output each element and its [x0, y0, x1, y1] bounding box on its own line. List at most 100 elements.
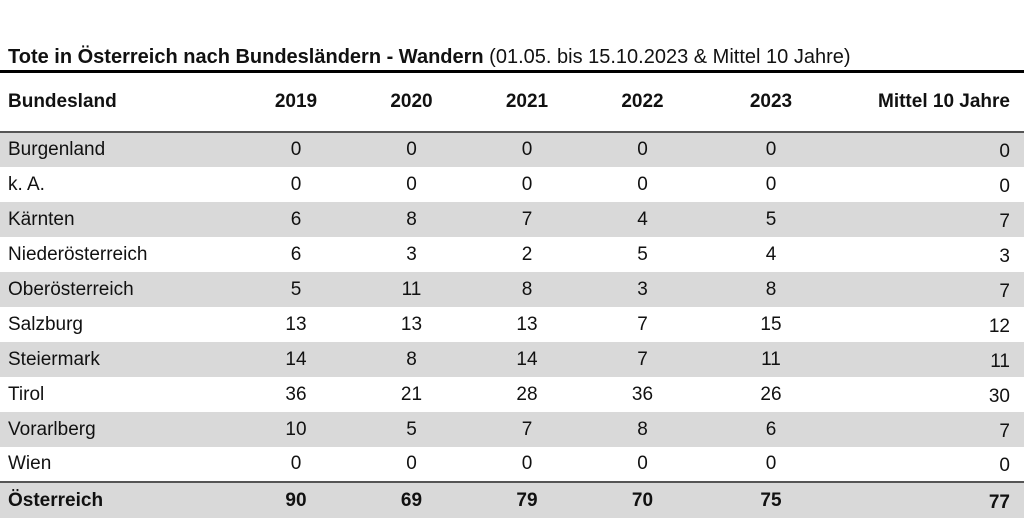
total-cell-mittel: 77: [988, 492, 1010, 513]
cell-2019: 36: [285, 383, 307, 405]
cell-2023: 0: [765, 173, 777, 195]
cell-2020: 13: [400, 313, 423, 335]
cell-2022: 0: [637, 453, 648, 474]
cell-2021: 0: [521, 453, 533, 474]
table-row-oberoesterreich: Oberösterreich 5 11 8 3 8 7: [0, 272, 1024, 307]
cell-2023: 6: [765, 418, 777, 440]
cell-2020: 8: [406, 208, 417, 230]
cell-2019: 6: [290, 208, 302, 230]
cell-2020: 3: [406, 243, 417, 265]
cell-2021: 7: [521, 418, 533, 440]
cell-mittel: 7: [999, 211, 1010, 232]
cell-2020: 8: [406, 348, 417, 370]
cell-2020: 0: [406, 173, 417, 195]
cell-mittel: 3: [999, 246, 1010, 267]
table-title-suffix: (01.05. bis 15.10.2023 & Mittel 10 Jahre…: [483, 46, 851, 68]
table-row-tirol: Tirol 36 21 28 36 26 30: [0, 377, 1024, 412]
row-label: Vorarlberg: [8, 418, 96, 440]
cell-2021: 14: [516, 348, 538, 370]
cell-2019: 14: [285, 348, 307, 370]
table-row-ka: k. A. 0 0 0 0 0 0: [0, 167, 1024, 202]
cell-mittel: 30: [988, 386, 1010, 407]
cell-2022: 7: [637, 313, 648, 335]
cell-2022: 0: [637, 173, 648, 195]
total-cell-2023: 75: [760, 489, 782, 511]
cell-2022: 36: [631, 383, 654, 405]
cell-2020: 21: [400, 383, 423, 405]
cell-2022: 7: [637, 348, 648, 370]
row-label: k. A.: [8, 173, 45, 195]
header-row: Bundesland 2019 2020 2021 2022 2023 Mitt…: [0, 73, 1024, 132]
table-row-wien: Wien 0 0 0 0 0 0: [0, 447, 1024, 482]
cell-2023: 5: [765, 208, 777, 230]
cell-2023: 26: [760, 383, 782, 405]
cell-2019: 10: [285, 418, 307, 440]
cell-2021: 13: [516, 313, 538, 335]
cell-2023: 15: [760, 313, 782, 335]
row-label: Kärnten: [8, 208, 75, 230]
cell-2019: 0: [290, 139, 302, 160]
cell-2021: 2: [521, 243, 533, 265]
row-label: Oberösterreich: [8, 278, 134, 300]
table-total-row-oesterreich: Österreich 90 69 79 70 75 77: [0, 482, 1024, 518]
total-row-label: Österreich: [8, 489, 104, 511]
table-body: Burgenland 0 0 0 0 0 0 k. A. 0 0 0 0 0 0…: [0, 132, 1024, 518]
cell-mittel: 0: [999, 141, 1010, 162]
cell-2022: 4: [637, 208, 648, 230]
cell-2021: 28: [516, 383, 538, 405]
total-cell-2019: 90: [285, 489, 307, 511]
cell-mittel: 12: [988, 316, 1010, 337]
row-label: Niederösterreich: [8, 243, 148, 265]
cell-2019: 5: [290, 278, 302, 300]
table-header: Bundesland 2019 2020 2021 2022 2023 Mitt…: [0, 73, 1024, 132]
cell-2022: 8: [637, 418, 648, 440]
column-header-bundesland: Bundesland: [8, 91, 117, 112]
cell-2019: 13: [285, 313, 307, 335]
column-header-2019: 2019: [274, 91, 318, 112]
cell-2021: 7: [521, 208, 533, 230]
row-label: Steiermark: [8, 348, 100, 370]
cell-2021: 8: [521, 278, 533, 300]
total-cell-2022: 70: [631, 489, 654, 511]
cell-2023: 11: [761, 348, 781, 370]
row-label: Salzburg: [8, 313, 83, 335]
cell-2023: 8: [765, 278, 777, 300]
cell-2023: 4: [765, 243, 777, 265]
cell-2019: 6: [290, 243, 302, 265]
table-row-kaernten: Kärnten 6 8 7 4 5 7: [0, 202, 1024, 237]
table-title-main: Tote in Österreich nach Bundesländern - …: [8, 46, 484, 68]
column-header-2021: 2021: [505, 91, 549, 112]
cell-2022: 0: [637, 139, 648, 160]
column-header-2022: 2022: [621, 91, 664, 112]
table-row-niederoesterreich: Niederösterreich 6 3 2 5 4 3: [0, 237, 1024, 272]
cell-2020: 11: [401, 278, 422, 300]
column-header-mittel-10-jahre: Mittel 10 Jahre: [878, 91, 1010, 112]
cell-mittel: 11: [990, 351, 1010, 372]
cell-mittel: 7: [999, 281, 1010, 302]
row-label: Tirol: [8, 383, 45, 405]
cell-2019: 0: [290, 453, 302, 474]
row-label: Burgenland: [8, 139, 106, 160]
cell-2022: 5: [637, 243, 648, 265]
cell-2020: 0: [406, 139, 417, 160]
cell-2021: 0: [521, 139, 533, 160]
cell-2020: 5: [406, 418, 417, 440]
cell-2023: 0: [765, 453, 777, 474]
table-row-vorarlberg: Vorarlberg 10 5 7 8 6 7: [0, 412, 1024, 447]
cell-2022: 3: [637, 278, 648, 300]
cell-mittel: 7: [999, 421, 1010, 442]
total-cell-2021: 79: [516, 489, 538, 511]
cell-mittel: 0: [999, 176, 1010, 197]
deaths-by-state-table: Bundesland 2019 2020 2021 2022 2023 Mitt…: [0, 73, 1024, 518]
cell-2023: 0: [765, 139, 777, 160]
column-header-2023: 2023: [749, 91, 793, 112]
table-row-salzburg: Salzburg 13 13 13 7 15 12: [0, 307, 1024, 342]
cell-mittel: 0: [999, 455, 1010, 476]
cell-2020: 0: [406, 453, 417, 474]
row-label: Wien: [8, 453, 52, 474]
table-title: Tote in Österreich nach Bundesländern - …: [0, 0, 1024, 73]
table-row-burgenland: Burgenland 0 0 0 0 0 0: [0, 132, 1024, 167]
table-row-steiermark: Steiermark 14 8 14 7 11 11: [0, 342, 1024, 377]
total-cell-2020: 69: [400, 489, 423, 511]
